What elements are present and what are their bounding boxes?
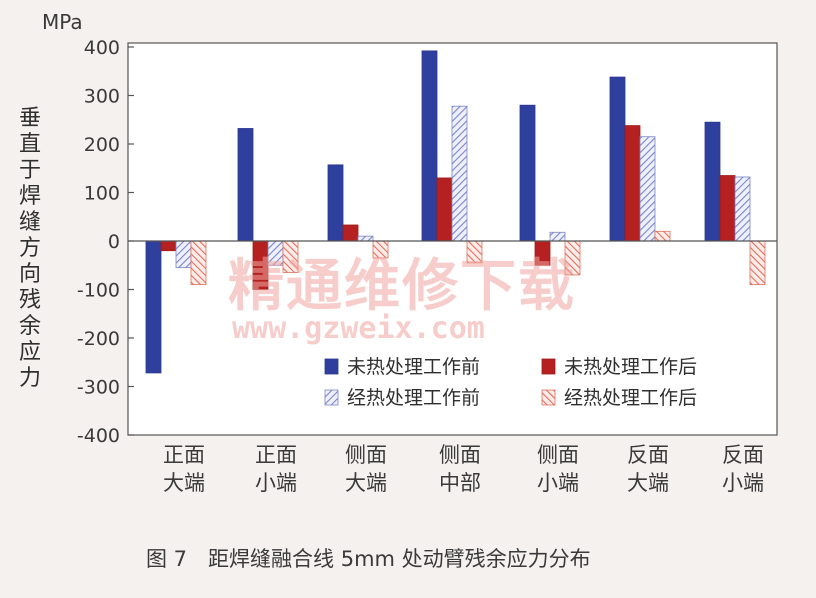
bar-s3-c5 [549,231,566,242]
y-label-char: 应 [19,340,41,365]
x-category-label: 正面小端 [255,443,297,495]
y-unit-label: MPa [42,10,83,34]
legend-label: 未热处理工作前 [347,356,480,378]
y-tick-label: -300 [77,377,120,399]
legend-label: 未热处理工作后 [564,356,697,378]
legend-label: 经热处理工作后 [564,387,697,409]
bar-s1-c5 [519,104,536,242]
y-label-char: 缝 [19,210,41,235]
y-tick-label: 300 [84,86,120,108]
bar-s1-c1 [145,240,162,374]
y-label-char: 垂 [19,106,41,131]
watermark-text: 精通维修下载 [228,254,576,319]
y-ticks-group: 400 300 200 100 0 -100 -200 -300 -400 [77,37,777,447]
x-category-label: 侧面中部 [439,443,481,495]
bars-group [145,50,766,374]
y-tick-label: 0 [108,231,120,253]
bar-s4-c1 [190,240,207,286]
y-label-char: 向 [19,262,41,287]
bar-s4-c6 [654,230,671,242]
x-category-label: 侧面大端 [345,443,387,495]
y-tick-label: 200 [84,134,120,156]
y-tick-label: 400 [84,37,120,59]
x-category-label: 侧面小端 [537,443,579,495]
y-label-char: 于 [19,158,41,183]
y-tick-label: -400 [77,425,120,447]
watermark-url: www.gzweix.com [232,311,485,346]
bar-s2-c1 [160,240,177,252]
y-label-char: 余 [19,314,41,339]
legend-swatch [541,389,556,406]
bar-s1-c7 [704,121,721,242]
y-tick-label: -100 [77,280,120,302]
bar-s2-c4 [436,177,453,242]
bar-s1-c2 [237,128,254,242]
bar-s1-c4 [421,50,438,242]
y-tick-label: -200 [77,328,120,350]
bar-s3-c4 [451,105,468,242]
x-category-label: 反面大端 [627,443,669,495]
bar-s2-c6 [624,125,641,242]
bar-s1-c6 [609,76,626,242]
legend-swatch [324,358,339,375]
bar-s3-c1 [175,240,192,269]
bar-s2-c3 [342,224,359,242]
legend-swatch [324,389,339,406]
y-label-char: 方 [19,236,41,261]
y-label-char: 直 [19,132,41,157]
bar-s4-c7 [749,240,766,286]
bar-s2-c7 [719,175,736,242]
y-tick-label: 100 [84,183,120,205]
y-label-char: 残 [19,288,41,313]
bar-s3-c6 [639,136,656,242]
bar-s3-c3 [357,235,374,242]
legend-swatch [541,358,556,375]
x-category-label: 反面小端 [722,443,764,495]
x-category-label: 正面大端 [163,443,205,495]
legend-label: 经热处理工作前 [347,387,480,409]
bar-s1-c3 [327,164,344,242]
figure-caption: 图 7 距焊缝融合线 5mm 处动臂残余应力分布 [146,547,591,571]
y-label-char: 焊 [19,184,41,209]
y-label-char: 力 [19,366,41,391]
bar-s3-c7 [734,176,751,242]
x-categories-group: 正面大端 正面小端 侧面大端 侧面中部 侧面小端 反面大端 反面小端 [163,443,764,495]
